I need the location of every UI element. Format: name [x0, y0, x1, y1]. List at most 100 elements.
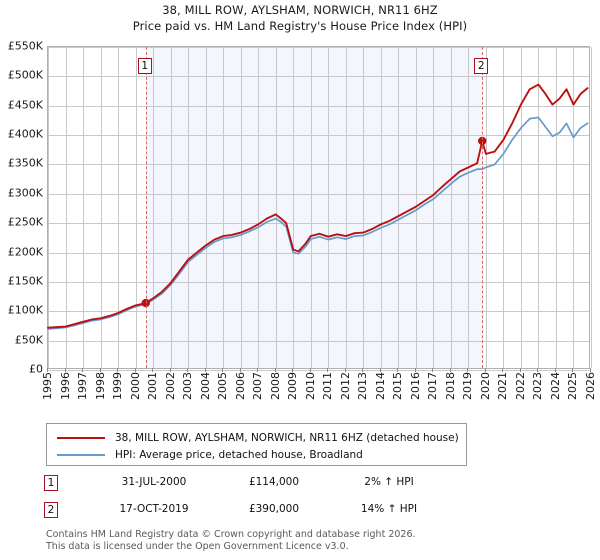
sale-marker-badge-1: 1: [44, 475, 58, 491]
x-axis-tick-mark: [414, 368, 416, 372]
y-axis-tick-label: £200K: [7, 245, 43, 259]
legend-swatch-property: [57, 436, 105, 439]
y-axis-tick-label: £350K: [7, 156, 43, 170]
x-axis-tick-label: 2001: [146, 372, 160, 400]
grid-line-vertical: [398, 47, 400, 368]
legend-entry-hpi: HPI: Average price, detached house, Broa…: [47, 446, 466, 463]
sale-date-1: 31-JUL-2000: [121, 476, 187, 488]
x-axis-tick-label: 2017: [426, 372, 440, 400]
x-axis-tick-label: 2006: [233, 372, 247, 400]
x-axis-tick-label: 1997: [76, 372, 90, 400]
sale-period-shading: [145, 47, 483, 368]
grid-line-vertical: [83, 47, 85, 368]
series-line-property: [47, 83, 589, 329]
grid-line-vertical: [240, 47, 242, 368]
legend-label-hpi: HPI: Average price, detached house, Broa…: [115, 448, 363, 461]
grid-line-vertical: [468, 47, 470, 368]
x-axis-tick-mark: [554, 368, 556, 372]
y-axis-tick-label: £50K: [14, 333, 43, 347]
x-axis-tick-mark: [379, 368, 381, 372]
table-row: 1 31-JUL-2000 £114,000 2% ↑ HPI: [44, 473, 474, 500]
x-axis-tick-label: 2005: [216, 372, 230, 400]
x-axis-tick-label: 1998: [93, 372, 107, 400]
x-axis-tick-mark: [257, 368, 259, 372]
page-title: 38, MILL ROW, AYLSHAM, NORWICH, NR11 6HZ…: [0, 2, 600, 34]
series-line-hpi: [47, 116, 589, 330]
x-axis-tick-mark: [344, 368, 346, 372]
grid-line-horizontal: [48, 105, 589, 107]
grid-line-vertical: [555, 47, 557, 368]
grid-line-horizontal: [48, 311, 589, 313]
grid-line-vertical: [223, 47, 225, 368]
x-axis-tick-mark: [590, 368, 591, 372]
x-axis-tick-label: 2008: [268, 372, 282, 400]
x-axis-tick-mark: [64, 368, 66, 372]
grid-line-horizontal: [48, 193, 589, 195]
marker-guide-line-2: [482, 47, 484, 368]
x-axis-tick-mark: [82, 368, 84, 372]
x-axis-tick-label: 2014: [373, 372, 387, 400]
x-axis-tick-label: 2004: [198, 372, 212, 400]
grid-line-vertical: [275, 47, 277, 368]
sale-price-1: £114,000: [248, 476, 300, 488]
grid-line-vertical: [450, 47, 452, 368]
x-axis-tick-label: 2003: [181, 372, 195, 400]
table-row: 2 17-OCT-2019 £390,000 14% ↑ HPI: [44, 500, 474, 527]
grid-line-vertical: [573, 47, 575, 368]
sale-date-2: 17-OCT-2019: [119, 503, 189, 515]
x-axis-tick-mark: [327, 368, 329, 372]
grid-line-vertical: [591, 47, 592, 368]
grid-line-vertical: [310, 47, 312, 368]
x-axis-tick-label: 2020: [478, 372, 492, 400]
x-axis-tick-mark: [309, 368, 311, 372]
x-axis-tick-mark: [484, 368, 486, 372]
x-axis-tick-mark: [134, 368, 136, 372]
grid-line-horizontal: [48, 281, 589, 283]
legend-entry-property: 38, MILL ROW, AYLSHAM, NORWICH, NR11 6HZ…: [47, 429, 466, 446]
x-axis-labels: 1995 1996 1997 1998 1999 2000 2001 2002 2003 2004…: [41, 368, 597, 414]
title-line-1: 38, MILL ROW, AYLSHAM, NORWICH, NR11 6HZ: [162, 3, 438, 17]
y-axis-tick-label: £250K: [7, 215, 43, 229]
series-lines: [47, 83, 589, 330]
y-axis-tick-label: £300K: [7, 186, 43, 200]
x-axis-tick-mark: [47, 368, 48, 372]
x-axis-tick-label: 2002: [163, 372, 177, 400]
x-axis-tick-mark: [187, 368, 189, 372]
title-line-2: Price paid vs. HM Land Registry's House …: [132, 19, 468, 33]
x-axis-tick-label: 2013: [356, 372, 370, 400]
x-axis-tick-mark: [99, 368, 101, 372]
marker-badge-1[interactable]: 1: [137, 58, 152, 74]
legend-swatch-hpi: [57, 453, 105, 456]
grid-line-vertical: [100, 47, 102, 368]
x-axis-tick-mark: [502, 368, 504, 372]
legend-label-property: 38, MILL ROW, AYLSHAM, NORWICH, NR11 6HZ…: [115, 431, 459, 444]
sale-hpi-delta-1: 2% ↑ HPI: [364, 476, 414, 488]
x-axis-tick-mark: [432, 368, 434, 372]
footer-line-2: This data is licensed under the Open Gov…: [46, 540, 349, 552]
x-axis-tick-label: 1995: [41, 372, 54, 400]
x-axis-tick-label: 2021: [496, 372, 510, 400]
x-axis-tick-label: 1996: [58, 372, 72, 400]
marker-guide-line-1: [145, 47, 147, 368]
x-axis-tick-label: 2016: [408, 372, 422, 400]
grid-line-horizontal: [48, 340, 589, 342]
grid-line-vertical: [538, 47, 540, 368]
x-axis-tick-label: 2000: [128, 372, 142, 400]
x-axis-tick-mark: [274, 368, 276, 372]
y-axis-tick-label: £550K: [7, 39, 43, 53]
sales-table: 1 31-JUL-2000 £114,000 2% ↑ HPI 2 17-OCT…: [44, 473, 474, 527]
x-axis-tick-label: 2009: [286, 372, 300, 400]
marker-badge-2[interactable]: 2: [474, 58, 489, 74]
grid-line-horizontal: [48, 164, 589, 166]
grid-line-vertical: [293, 47, 295, 368]
x-axis-tick-label: 2025: [566, 372, 580, 400]
y-axis-labels: £0 £50K £100K £150K £200K £250K £300K £350K £400…: [0, 40, 600, 376]
x-axis-tick-label: 2022: [513, 372, 527, 400]
x-axis-tick-label: 2018: [443, 372, 457, 400]
x-axis-tick-mark: [222, 368, 224, 372]
x-axis-tick-mark: [117, 368, 119, 372]
x-axis-tick-label: 2026: [584, 372, 597, 400]
grid-line-horizontal: [48, 252, 589, 254]
